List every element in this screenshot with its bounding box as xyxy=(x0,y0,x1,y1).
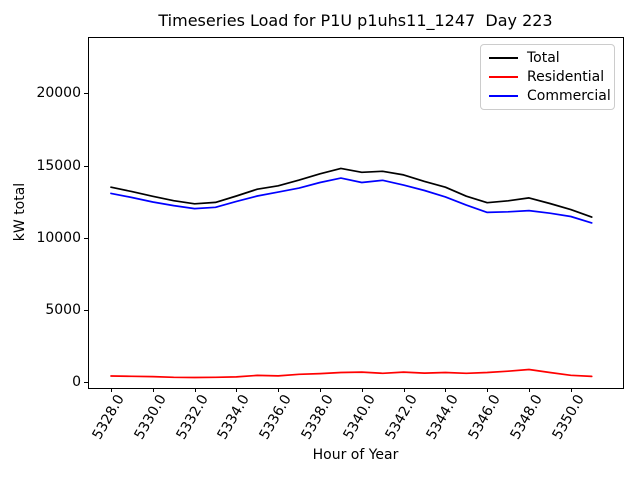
series-line-total xyxy=(110,167,593,218)
legend-item-label: Total xyxy=(527,49,560,66)
series-line-commercial xyxy=(110,177,593,224)
legend-item-commercial: Commercial xyxy=(489,88,611,104)
chart-title: Timeseries Load for P1U p1uhs11_1247 Day… xyxy=(158,11,553,30)
y-tick-label: 5000 xyxy=(45,302,81,318)
series-lines xyxy=(110,167,593,379)
y-tick-label: 10000 xyxy=(36,230,81,246)
y-tick-label: 0 xyxy=(72,374,81,390)
series-line-residential xyxy=(110,368,593,379)
legend-item-label: Residential xyxy=(527,68,605,85)
legend: Total Residential Commercial xyxy=(480,44,615,110)
legend-item-label: Commercial xyxy=(527,88,611,105)
legend-item-total: Total xyxy=(489,50,606,66)
y-tick-label: 20000 xyxy=(36,85,81,101)
tick-marks xyxy=(84,93,572,392)
plot-area xyxy=(88,37,624,389)
legend-line-sample xyxy=(489,75,518,78)
legend-line-sample xyxy=(489,56,518,59)
y-tick-label: 15000 xyxy=(36,158,81,174)
legend-item-residential: Residential xyxy=(489,69,606,85)
y-axis-label: kW total xyxy=(12,182,28,242)
x-axis-label: Hour of Year xyxy=(312,447,399,463)
legend-line-sample xyxy=(489,95,518,98)
